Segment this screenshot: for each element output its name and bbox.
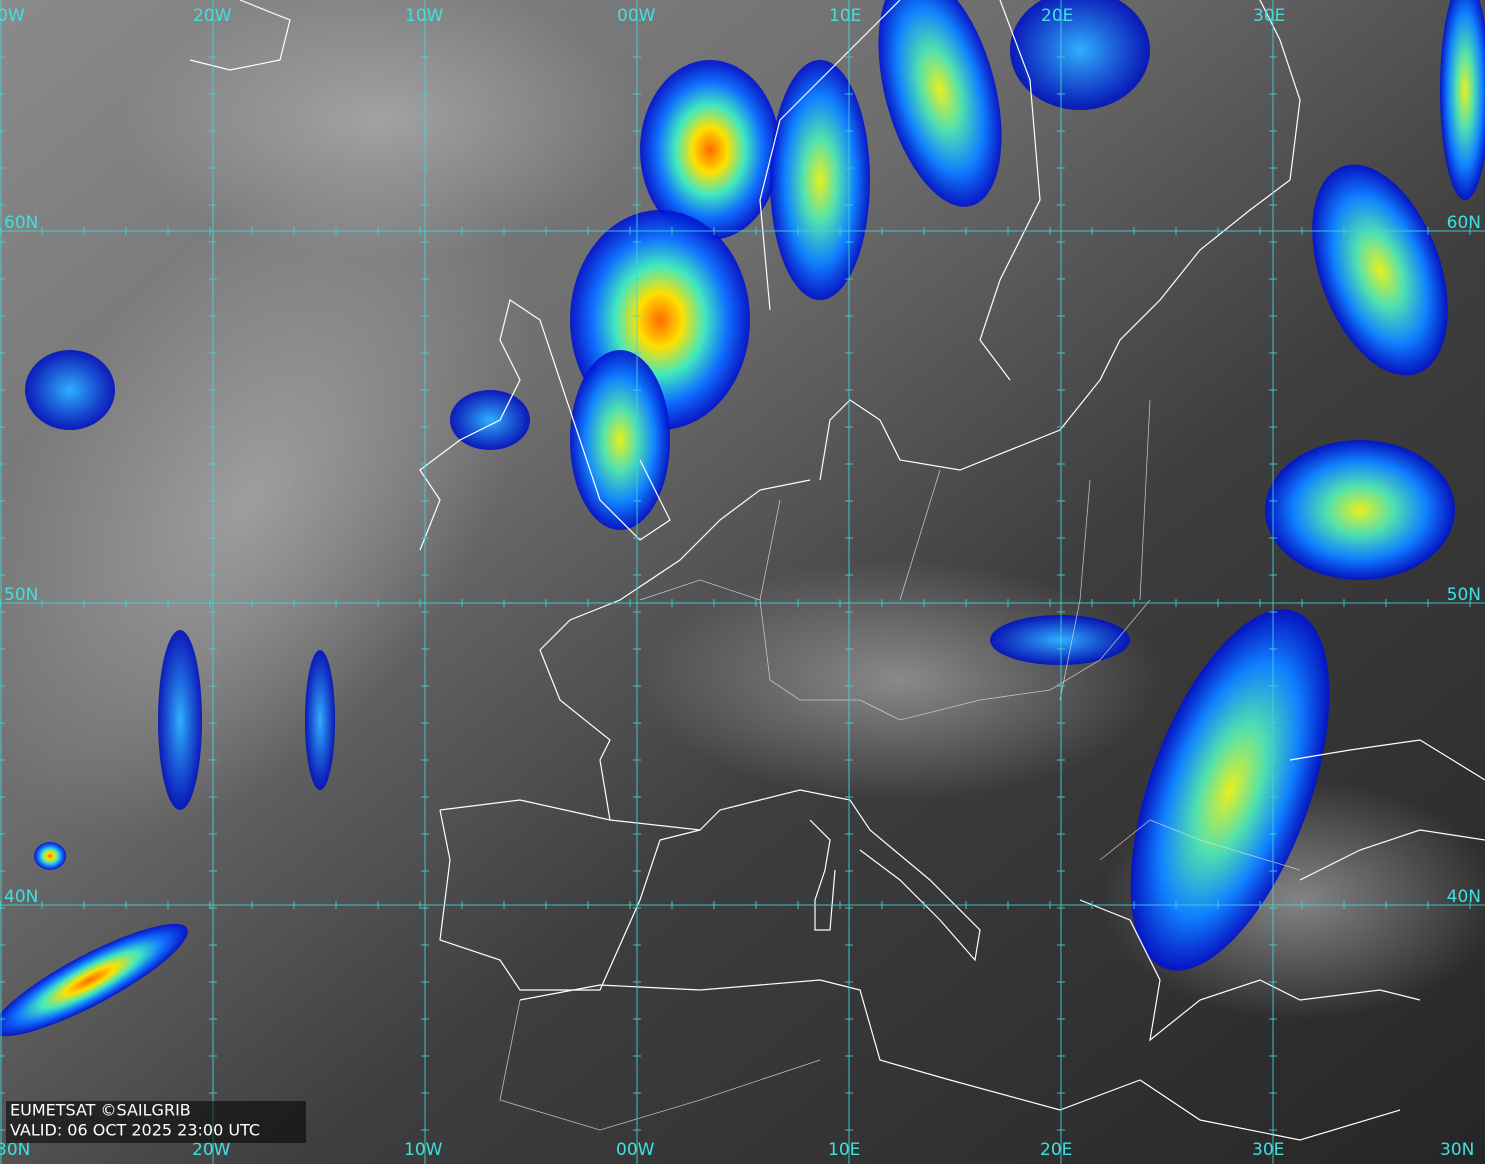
coastlines bbox=[189, 0, 1485, 1141]
lon-label: 30N bbox=[1440, 1140, 1474, 1160]
lat-label: 50N bbox=[1447, 585, 1481, 605]
lon-label: 20E bbox=[1041, 6, 1073, 26]
lon-label: 0W bbox=[0, 6, 25, 26]
lon-label: 30E bbox=[1253, 6, 1285, 26]
clouds bbox=[0, 0, 1485, 1037]
lon-label: 30E bbox=[1252, 1140, 1284, 1160]
lon-label: 00W bbox=[616, 1140, 655, 1160]
lat-label: 40N bbox=[4, 887, 38, 907]
lon-label: 00W bbox=[617, 6, 656, 26]
credit-box bbox=[6, 1101, 306, 1143]
grid-labels: 0W 20W 10W 00W 10E 20E 30E 30N 20W 10W 00W 10E 20E 30… bbox=[0, 6, 1481, 1160]
borders bbox=[499, 399, 1301, 1131]
lon-label: 10E bbox=[829, 6, 861, 26]
lon-label: 20E bbox=[1040, 1140, 1072, 1160]
lat-label: 50N bbox=[4, 585, 38, 605]
lon-label: 30N bbox=[0, 1140, 30, 1160]
lon-label: 10W bbox=[404, 1140, 443, 1160]
lat-label: 40N bbox=[1447, 887, 1481, 907]
lon-label: 10W bbox=[405, 6, 444, 26]
lon-label: 20W bbox=[193, 6, 232, 26]
credit: EUMETSAT ©SAILGRIB bbox=[10, 1101, 191, 1120]
valid-time: VALID: 06 OCT 2025 23:00 UTC bbox=[10, 1121, 260, 1140]
lon-label: 20W bbox=[192, 1140, 231, 1160]
lat-label: 60N bbox=[4, 213, 38, 233]
lat-label: 60N bbox=[1447, 213, 1481, 233]
lon-label: 10E bbox=[828, 1140, 860, 1160]
